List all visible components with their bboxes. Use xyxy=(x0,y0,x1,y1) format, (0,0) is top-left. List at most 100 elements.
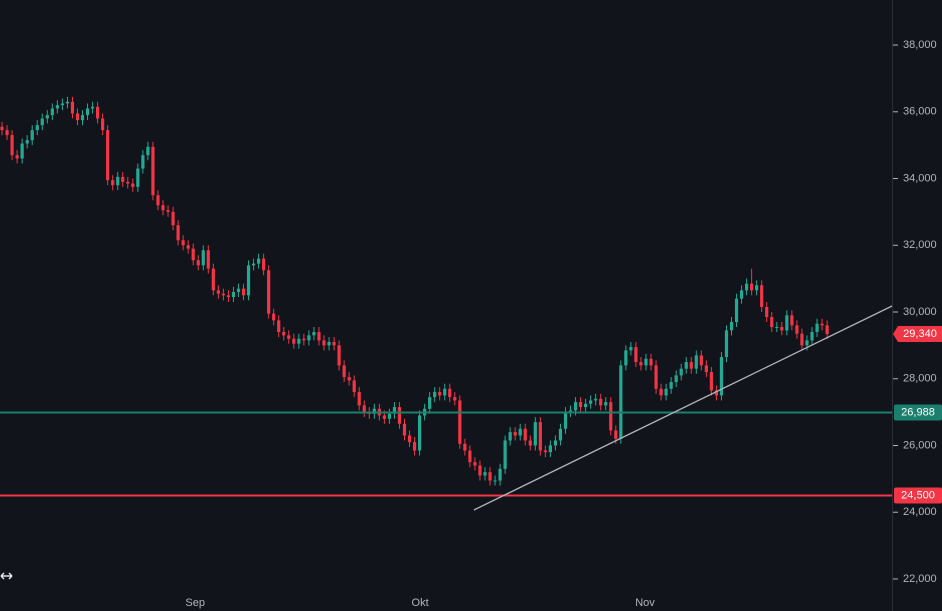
candle-body xyxy=(312,332,316,336)
candle-body xyxy=(805,340,809,346)
candle-body xyxy=(101,118,105,131)
candle-body xyxy=(15,155,19,159)
candle-body xyxy=(231,291,236,297)
candle-body xyxy=(785,315,789,331)
candle-body xyxy=(810,332,814,341)
candle-body xyxy=(619,365,623,439)
candle-body xyxy=(417,415,422,451)
trendline xyxy=(473,305,893,511)
last-price-badge xyxy=(893,326,942,343)
candle-body xyxy=(679,368,683,376)
candle-body xyxy=(523,428,527,441)
candle-body xyxy=(473,462,477,466)
candle-body xyxy=(307,335,311,341)
y-tick-label: 26,000 xyxy=(903,439,937,451)
candle-body xyxy=(397,407,402,424)
candle-body xyxy=(745,283,749,291)
candle-body xyxy=(342,365,346,378)
y-tick-label: 30,000 xyxy=(903,306,937,318)
candle-body xyxy=(176,225,180,241)
candle-body xyxy=(141,155,145,169)
y-tick-label: 38,000 xyxy=(903,39,937,51)
candle-body xyxy=(664,388,668,396)
candle-body xyxy=(604,402,608,406)
candle-body xyxy=(181,240,185,246)
candle-body xyxy=(317,332,321,341)
candle-body xyxy=(211,268,215,291)
y-tick-label: 28,000 xyxy=(903,373,937,385)
candle-body xyxy=(734,298,739,323)
candle-body xyxy=(825,325,829,335)
candle-body xyxy=(327,342,331,346)
candle-body xyxy=(362,405,366,413)
candle-body xyxy=(634,347,638,363)
candle-body xyxy=(236,288,241,292)
candle-body xyxy=(584,403,588,408)
candle-body xyxy=(121,176,125,182)
y-tick-label: 34,000 xyxy=(903,172,937,184)
candle-body xyxy=(40,118,44,126)
candle-body xyxy=(538,422,542,451)
price-badge xyxy=(894,487,942,504)
y-tick-label: 36,000 xyxy=(903,106,937,118)
candle-body xyxy=(0,126,4,131)
candle-body xyxy=(468,450,472,463)
candle-body xyxy=(357,392,361,406)
candle-body xyxy=(10,135,14,156)
candle-body xyxy=(387,413,392,419)
candle-body xyxy=(739,290,744,299)
candle-body xyxy=(543,450,547,453)
candle-body xyxy=(694,355,698,369)
candle-body xyxy=(729,322,734,331)
candle-body xyxy=(292,338,296,344)
candle-body xyxy=(392,407,397,414)
x-tick-label: Sep xyxy=(185,597,205,609)
candle-body xyxy=(171,211,175,226)
candle-body xyxy=(780,327,784,331)
candle-body xyxy=(669,382,673,389)
candle-body xyxy=(709,372,713,391)
candle-body xyxy=(161,205,165,211)
candle-body xyxy=(724,330,729,358)
candle-body xyxy=(770,317,774,328)
candle-body xyxy=(815,323,819,333)
candle-body xyxy=(50,108,54,116)
candle-body xyxy=(277,320,281,333)
candle-body xyxy=(216,290,220,294)
candle-body xyxy=(146,146,150,156)
candle-body xyxy=(649,358,653,366)
candle-body xyxy=(196,260,200,266)
candle-body xyxy=(136,168,140,187)
candle-body xyxy=(609,402,613,431)
candle-body xyxy=(644,358,648,366)
candle-body xyxy=(463,443,467,451)
candle-body xyxy=(352,380,356,393)
candle-body xyxy=(639,362,643,366)
y-tick-label: 32,000 xyxy=(903,239,937,251)
candle-body xyxy=(5,130,9,136)
candle-body xyxy=(659,388,663,396)
candle-body xyxy=(241,288,246,296)
candle-body xyxy=(624,350,628,366)
candle-body xyxy=(760,285,764,308)
candle-body xyxy=(322,340,326,346)
candle-body xyxy=(267,270,271,314)
candle-body xyxy=(563,412,568,429)
candle-body xyxy=(775,327,779,329)
candle-body xyxy=(272,313,276,321)
candle-body xyxy=(111,180,115,186)
candle-body xyxy=(65,101,70,104)
candle-body xyxy=(45,115,49,119)
candle-body xyxy=(654,365,658,389)
candle-body xyxy=(750,283,754,291)
candle-body xyxy=(533,422,537,446)
resize-icon[interactable] xyxy=(0,572,13,580)
candle-body xyxy=(568,410,573,413)
candle-body xyxy=(106,130,110,181)
candle-body xyxy=(25,140,29,144)
candle-body xyxy=(156,195,160,206)
candle-body xyxy=(201,250,205,266)
candle-body xyxy=(60,103,64,106)
